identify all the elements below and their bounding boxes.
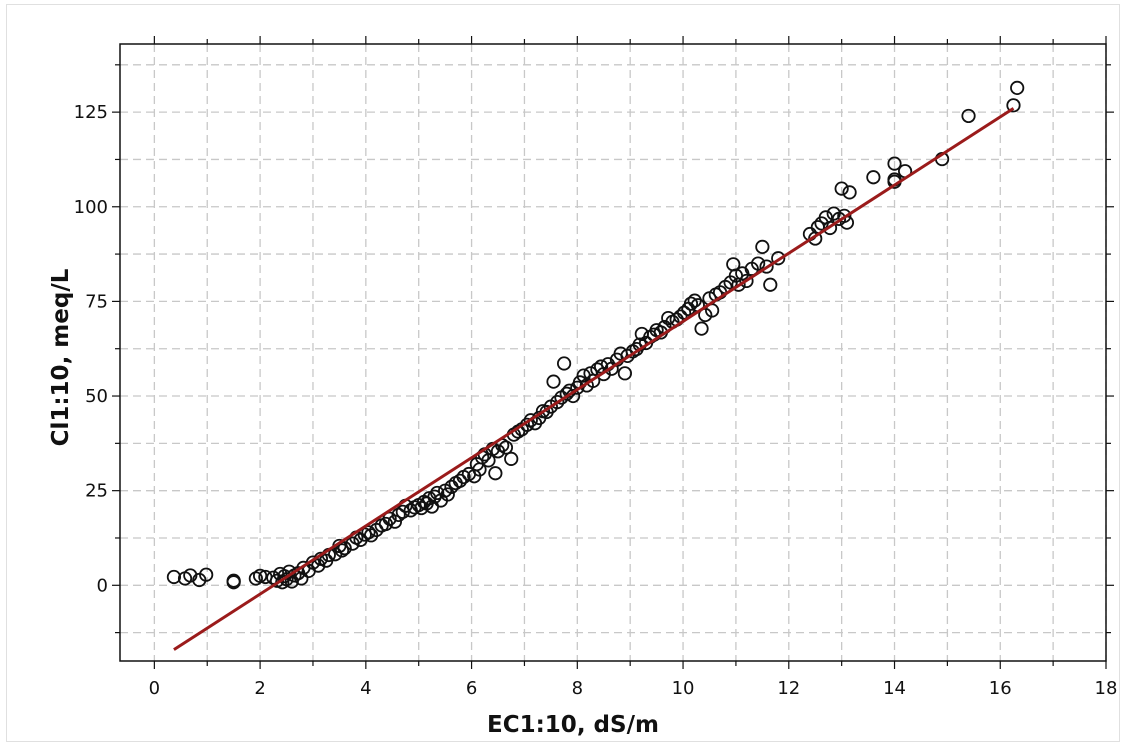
data-point	[488, 466, 503, 481]
data-point	[226, 575, 241, 590]
data-point	[1006, 98, 1021, 113]
data-point	[440, 487, 455, 502]
y-tick-label: 50	[85, 386, 108, 407]
data-point	[763, 277, 778, 292]
x-tick-label: 0	[149, 678, 160, 699]
data-point	[834, 181, 849, 196]
data-point	[617, 366, 632, 381]
data-point	[253, 568, 268, 583]
data-point	[755, 239, 770, 254]
data-point	[391, 507, 406, 522]
y-tick-label: 125	[74, 102, 108, 123]
data-point	[694, 321, 709, 336]
axis-ticks	[112, 36, 1114, 669]
y-tick-label: 75	[85, 291, 108, 312]
data-point	[199, 567, 214, 582]
data-point	[751, 256, 766, 271]
data-point	[683, 296, 699, 311]
data-point	[387, 514, 403, 529]
y-tick-label: 0	[97, 575, 108, 596]
x-axis-title: EC1:10, dS/m	[487, 712, 659, 738]
data-point	[759, 259, 774, 274]
grid-lines	[120, 44, 1107, 661]
data-point	[822, 220, 838, 236]
y-axis-title: Cl1:10, meq/L	[48, 268, 74, 446]
x-tick-label: 8	[572, 678, 583, 699]
data-point	[361, 525, 376, 540]
data-point	[504, 451, 519, 466]
x-tick-label: 16	[989, 678, 1012, 699]
y-tick-label: 25	[85, 481, 108, 502]
data-point	[546, 374, 561, 389]
data-point	[842, 185, 857, 200]
plot-area-border	[119, 43, 1107, 662]
data-point	[837, 208, 852, 223]
data-point	[739, 273, 754, 289]
data-point	[887, 156, 902, 171]
data-point	[337, 541, 352, 556]
x-tick-label: 6	[466, 678, 477, 699]
data-point	[452, 473, 468, 488]
data-point	[334, 543, 350, 558]
y-tick-label: 100	[74, 197, 108, 218]
data-point	[430, 485, 445, 501]
data-point	[1010, 80, 1025, 96]
data-point	[866, 170, 881, 185]
data-point	[556, 356, 572, 371]
x-tick-label: 12	[777, 678, 800, 699]
figure-frame	[6, 4, 1120, 742]
x-tick-label: 2	[254, 678, 265, 699]
data-point	[498, 440, 514, 455]
data-point	[523, 413, 538, 428]
x-tick-label: 4	[360, 678, 371, 699]
x-tick-label: 14	[883, 678, 906, 699]
data-point	[294, 571, 309, 586]
x-tick-label: 10	[672, 678, 695, 699]
data-point	[771, 251, 786, 266]
data-point	[166, 569, 182, 585]
x-tick-label: 18	[1095, 678, 1118, 699]
data-point	[550, 394, 565, 410]
fit-line	[173, 107, 1015, 651]
data-point	[961, 108, 976, 124]
tick-labels: 0 2 4 6 8 10 12 14 16 18 0 25 50 75 100 125	[74, 102, 1118, 699]
data-point	[311, 558, 326, 573]
